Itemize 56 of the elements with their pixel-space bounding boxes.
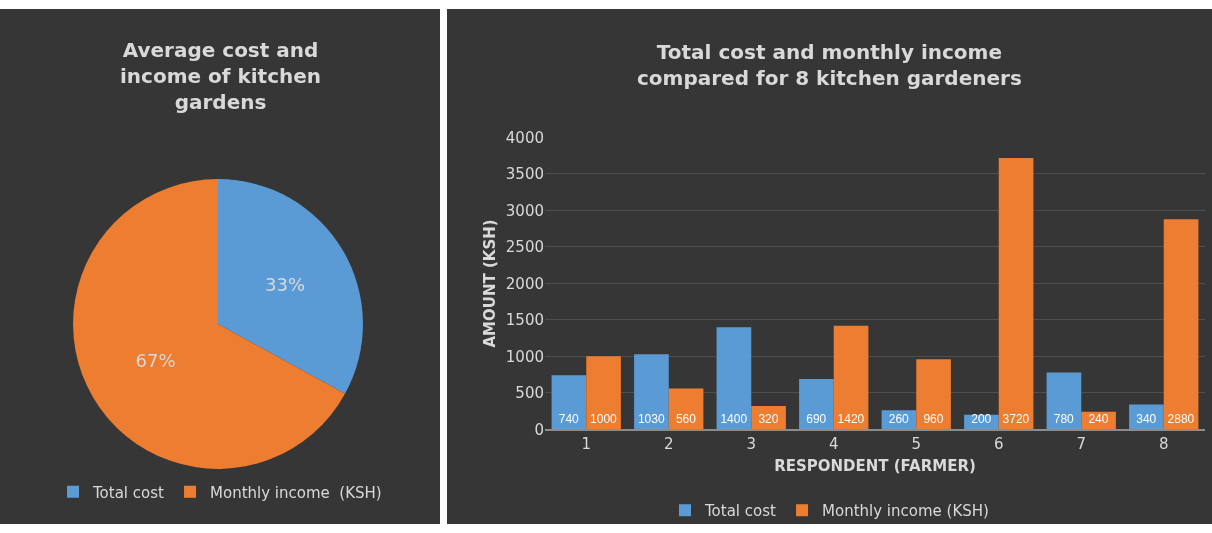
data-label: 690 — [806, 412, 827, 427]
y-tick-label: 1500 — [505, 311, 544, 330]
data-label: 67% — [135, 350, 176, 372]
y-tick-label: 3000 — [505, 201, 544, 220]
chart-title: Average cost and income of kitchen gardens — [120, 38, 322, 114]
legend-label: Total cost — [704, 502, 777, 521]
bar — [668, 388, 704, 430]
data-label: 1400 — [720, 412, 748, 427]
x-axis-title: RESPONDENT (FARMER) — [774, 456, 976, 475]
data-label: 33% — [265, 273, 306, 295]
bar — [586, 356, 621, 430]
y-tick-label: 4000 — [505, 128, 544, 147]
x-tick-label: 5 — [911, 435, 922, 454]
bar — [716, 327, 752, 430]
bar — [634, 354, 669, 430]
y-tick-label: 500 — [515, 384, 544, 403]
data-label: 3720 — [1002, 412, 1030, 427]
legend-label: Monthly income (KSH) — [210, 483, 382, 502]
data-label: 260 — [888, 412, 910, 427]
x-tick-label: 4 — [828, 435, 839, 454]
data-label: 1420 — [837, 412, 865, 427]
x-tick-label: 6 — [993, 435, 1004, 454]
data-label: 960 — [923, 412, 944, 427]
data-label: 740 — [558, 412, 580, 427]
bar — [833, 325, 869, 430]
bar — [1163, 219, 1199, 430]
bar — [1046, 372, 1082, 430]
pie-slice — [73, 179, 346, 469]
legend-label: Total cost — [92, 483, 165, 502]
bar — [998, 157, 1034, 430]
x-tick-label: 2 — [663, 435, 674, 454]
y-tick-label: 0 — [534, 420, 544, 439]
y-axis-title: AMOUNT (KSH) — [481, 219, 500, 348]
pie-slice — [218, 179, 363, 394]
x-tick-label: 3 — [746, 435, 757, 454]
data-label: 340 — [1136, 412, 1157, 427]
data-label: 780 — [1053, 412, 1075, 427]
bar — [551, 375, 587, 430]
bar — [799, 378, 834, 430]
y-tick-label: 3500 — [505, 165, 544, 184]
y-tick-label: 1000 — [505, 347, 544, 366]
legend-label: Monthly income (KSH) — [822, 502, 989, 521]
data-label: 2880 — [1167, 412, 1195, 427]
x-tick-label: 8 — [1158, 435, 1169, 454]
y-tick-label: 2000 — [505, 274, 544, 293]
data-label: 320 — [758, 412, 779, 427]
data-label: 1000 — [590, 412, 618, 427]
x-tick-label: 1 — [581, 435, 592, 454]
data-label: 240 — [1088, 412, 1109, 427]
bar — [916, 359, 951, 430]
data-label: 560 — [675, 412, 697, 427]
data-label: 200 — [971, 412, 992, 427]
y-tick-label: 2500 — [505, 238, 544, 257]
chart-title: Total cost and monthly income compared for 8 kitchen gardeners — [637, 40, 1022, 90]
x-tick-label: 7 — [1076, 435, 1087, 454]
data-label: 1030 — [637, 412, 665, 427]
